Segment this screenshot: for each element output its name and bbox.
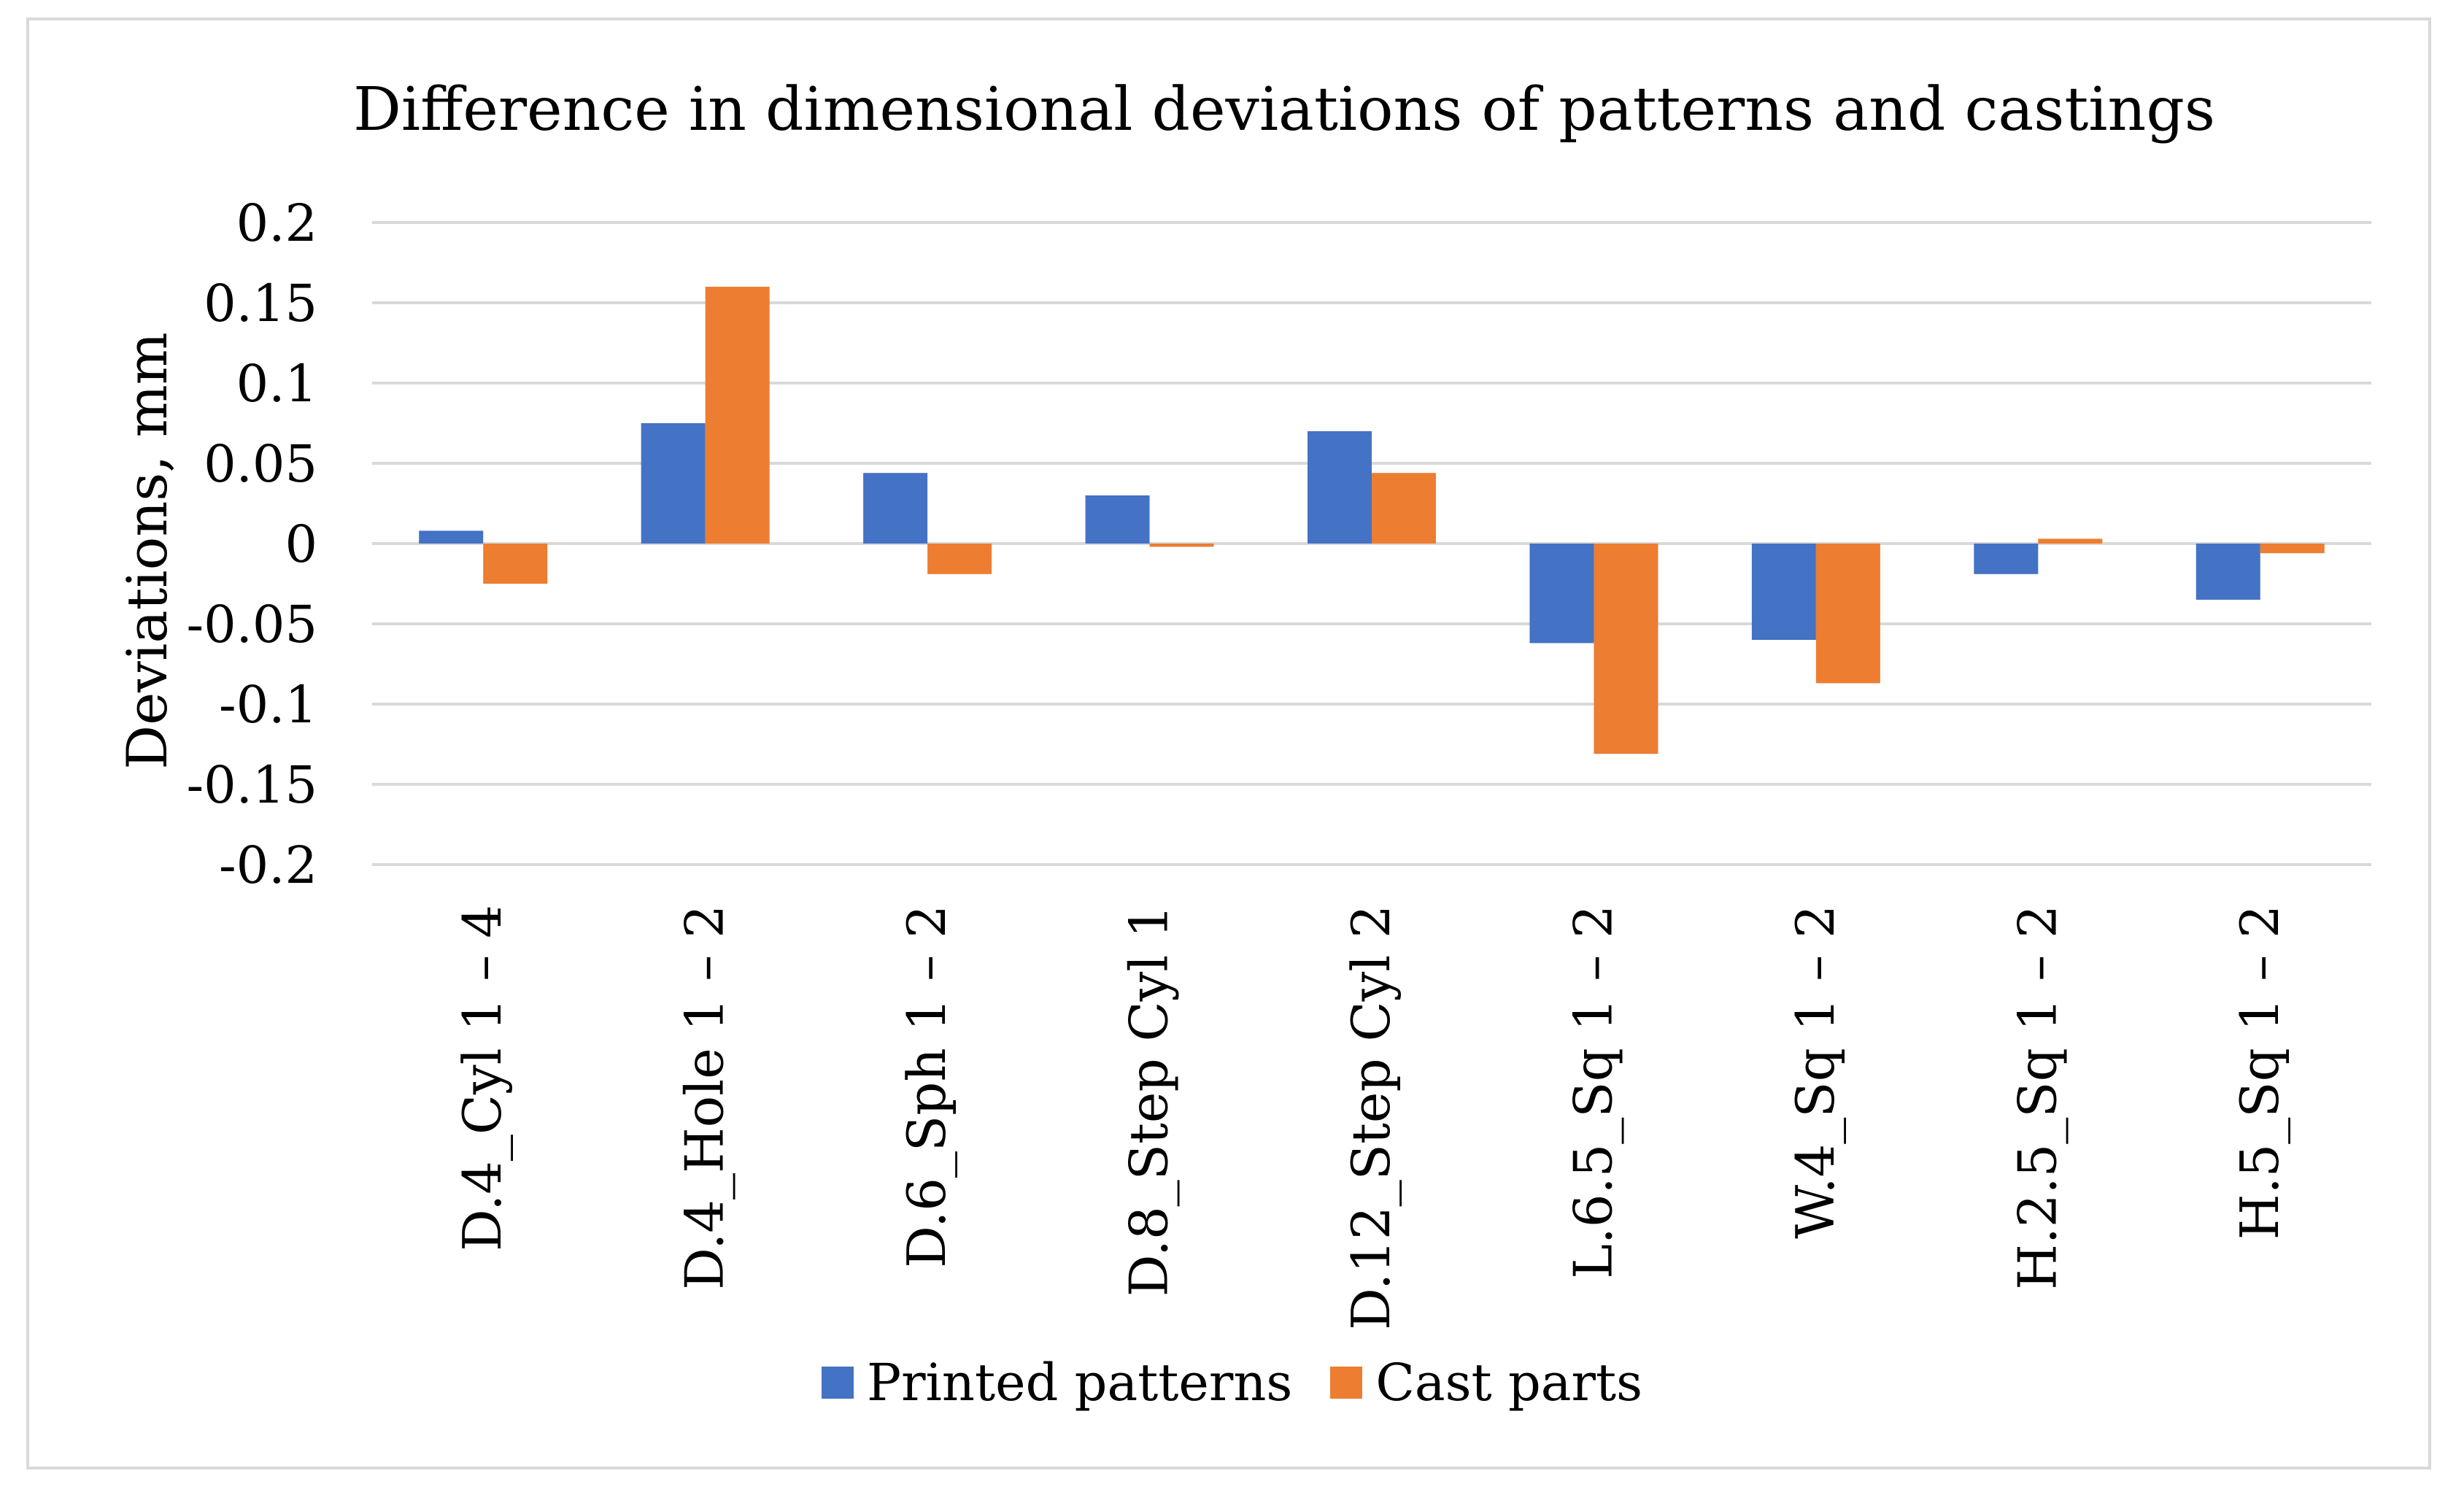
bar-cast-parts xyxy=(1149,544,1214,547)
bar-printed-patterns xyxy=(1974,544,2039,574)
y-tick-label: 0.05 xyxy=(204,434,317,494)
bar-printed-patterns xyxy=(1308,431,1372,544)
bar-printed-patterns xyxy=(419,530,484,544)
x-tick-label: H.2.5_Sq 1 – 2 xyxy=(2007,905,2068,1290)
bar-printed-patterns xyxy=(1085,495,1150,544)
x-tick-label: D.4_Cyl 1 – 4 xyxy=(452,905,513,1251)
legend-label-cast-parts: Cast parts xyxy=(1375,1353,1642,1413)
y-tick-label: 0 xyxy=(285,514,317,574)
legend-entry-cast-parts: Cast parts xyxy=(1330,1353,1642,1413)
x-tick-label: D.4_Hole 1 – 2 xyxy=(674,905,735,1290)
y-tick-label: 0.1 xyxy=(236,354,317,414)
y-axis-ticks: 0.2 0.15 0.1 0.05 0 -0.05 -0.1 -0.15 -0.2 xyxy=(186,193,317,895)
bar-cast-parts xyxy=(927,544,992,574)
bar-printed-patterns xyxy=(1751,544,1816,640)
bar-cast-parts xyxy=(705,287,770,544)
x-tick-label: D.6_Sph 1 – 2 xyxy=(896,905,957,1268)
legend-entry-printed-patterns: Printed patterns xyxy=(821,1353,1293,1413)
bar-cast-parts xyxy=(1815,544,1880,684)
x-tick-label: W.4_Sq 1 – 2 xyxy=(1785,905,1846,1239)
legend-swatch-printed-patterns xyxy=(821,1367,854,1399)
bar-printed-patterns xyxy=(1529,544,1594,644)
bar-cast-parts xyxy=(483,544,548,584)
y-tick-label: -0.05 xyxy=(186,595,317,654)
x-tick-label: L.6.5_Sq 1 – 2 xyxy=(1562,905,1623,1279)
bar-printed-patterns xyxy=(863,473,928,544)
y-axis-label: Deviations, mm xyxy=(115,332,179,769)
y-tick-label: -0.2 xyxy=(219,835,317,895)
legend-swatch-cast-parts xyxy=(1330,1367,1363,1399)
y-tick-label: 0.15 xyxy=(204,274,317,333)
bars xyxy=(419,287,2325,754)
bar-printed-patterns xyxy=(2195,544,2260,600)
legend: Printed patterns Cast parts xyxy=(0,1350,2464,1415)
chart-title: Difference in dimensional deviations of … xyxy=(353,75,2215,144)
y-tick-label: -0.15 xyxy=(186,755,317,815)
y-tick-label: 0.2 xyxy=(236,193,317,253)
chart-frame xyxy=(26,18,2431,1469)
bar-printed-patterns xyxy=(641,423,706,544)
bar-cast-parts xyxy=(2038,538,2103,544)
x-tick-label: D.8_Step Cyl 1 xyxy=(1119,905,1180,1297)
x-tick-label: H.5_Sq 1 – 2 xyxy=(2229,905,2290,1240)
legend-label-printed-patterns: Printed patterns xyxy=(866,1353,1293,1413)
x-tick-label: D.12_Step Cyl 2 xyxy=(1340,905,1402,1330)
x-axis-ticks: D.4_Cyl 1 – 4 D.4_Hole 1 – 2 D.6_Sph 1 – 2… xyxy=(452,905,2290,1330)
bar-cast-parts xyxy=(1372,473,1436,544)
bar-cast-parts xyxy=(1594,544,1658,754)
y-tick-label: -0.1 xyxy=(219,675,317,735)
bar-cast-parts xyxy=(2260,544,2325,554)
